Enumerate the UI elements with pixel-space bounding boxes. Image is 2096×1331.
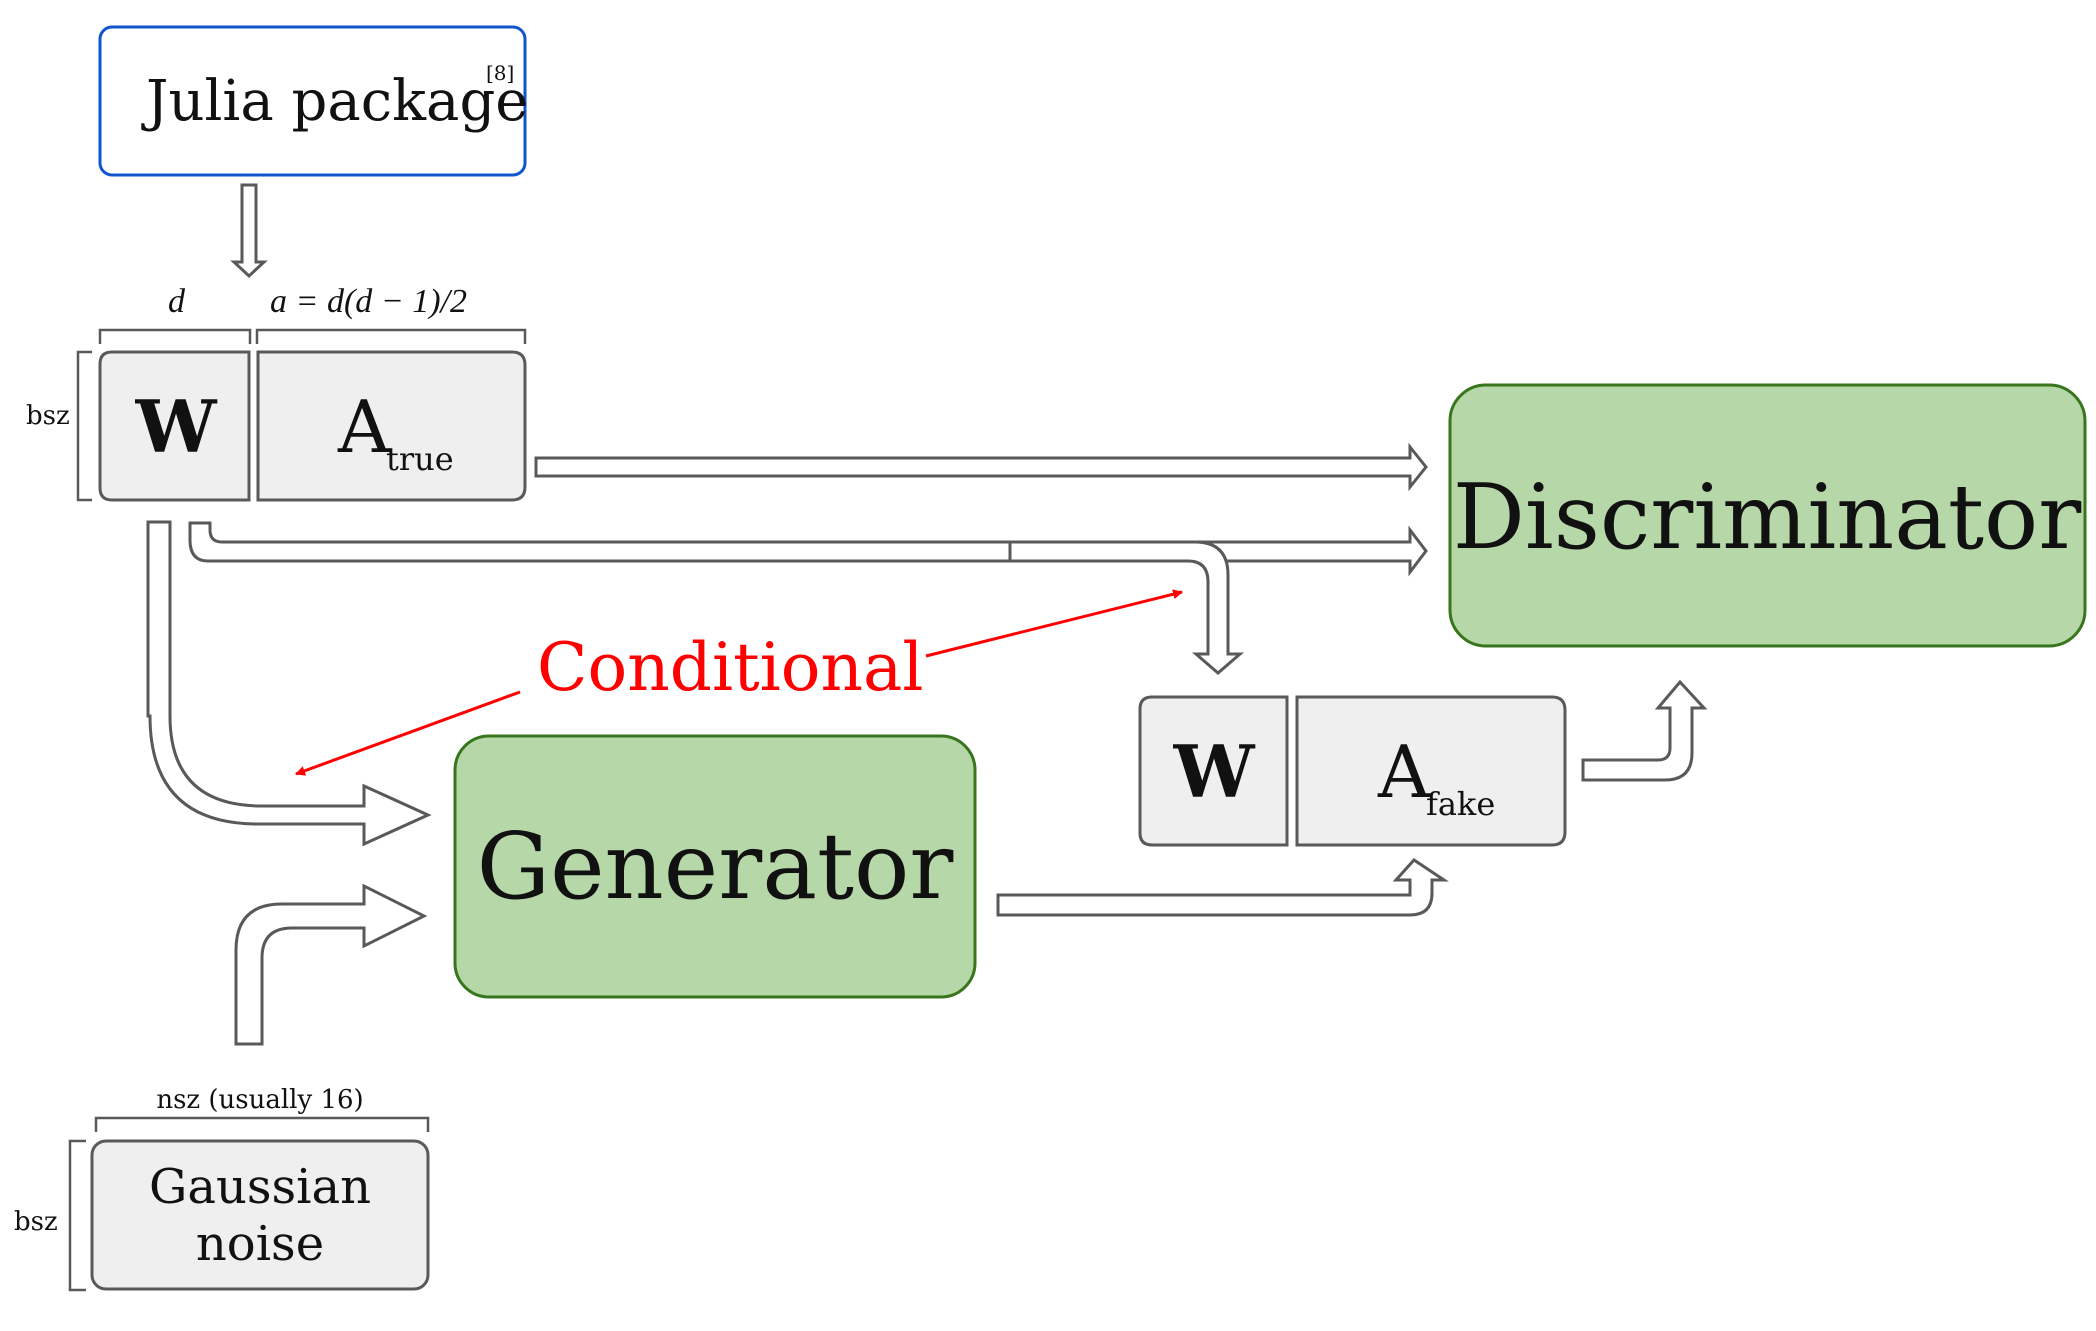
arrow-generator-to-fake-block (996, 858, 1449, 917)
arrow-atrue-to-discriminator (534, 442, 1428, 492)
nsz-label: nsz (usually 16) (156, 1085, 363, 1115)
fake-w-label: W (1173, 729, 1256, 814)
true-data-block: W A true (98, 350, 527, 502)
arrow-w-to-generator (146, 520, 432, 847)
true-w-label: W (135, 384, 218, 469)
julia-package-label: Julia package (141, 69, 528, 134)
arrow-fake-block-to-discriminator (1581, 679, 1708, 782)
discriminator-label: Discriminator (1453, 465, 2082, 570)
discriminator-box: Discriminator (1448, 383, 2087, 648)
fake-a-subscript: fake (1426, 785, 1495, 823)
fake-a-label: A (1377, 730, 1431, 814)
dimension-braces-top (76, 328, 527, 502)
arrow-w-to-discriminator (188, 521, 1428, 577)
arrow-julia-to-data (230, 183, 268, 279)
a-dimension-label: a = d(d − 1)/2 (270, 283, 467, 320)
true-a-subscript: true (386, 440, 454, 478)
arrow-w-to-fake-block (1008, 540, 1245, 675)
conditional-label: Conditional (537, 629, 923, 706)
gaussian-noise-line1: Gaussian (149, 1159, 371, 1215)
fake-data-block: W A fake (1138, 695, 1567, 847)
julia-package-ref: [8] (486, 61, 514, 85)
generator-label: Generator (477, 813, 954, 920)
julia-package-box: Julia package [8] (98, 25, 528, 177)
bsz-label-noise: bsz (14, 1207, 58, 1237)
true-a-label: A (337, 385, 391, 469)
arrow-noise-to-generator (234, 883, 428, 1046)
gaussian-noise-line2: noise (196, 1216, 324, 1272)
conditional-arrow-to-generator (295, 690, 521, 776)
dimension-braces-noise (68, 1116, 430, 1292)
d-dimension-label: d (168, 283, 186, 320)
conditional-arrow-to-discriminator-branch (925, 589, 1183, 658)
gaussian-noise-box: Gaussian noise (90, 1139, 430, 1291)
bsz-label-top: bsz (26, 401, 70, 431)
generator-box: Generator (453, 734, 977, 999)
